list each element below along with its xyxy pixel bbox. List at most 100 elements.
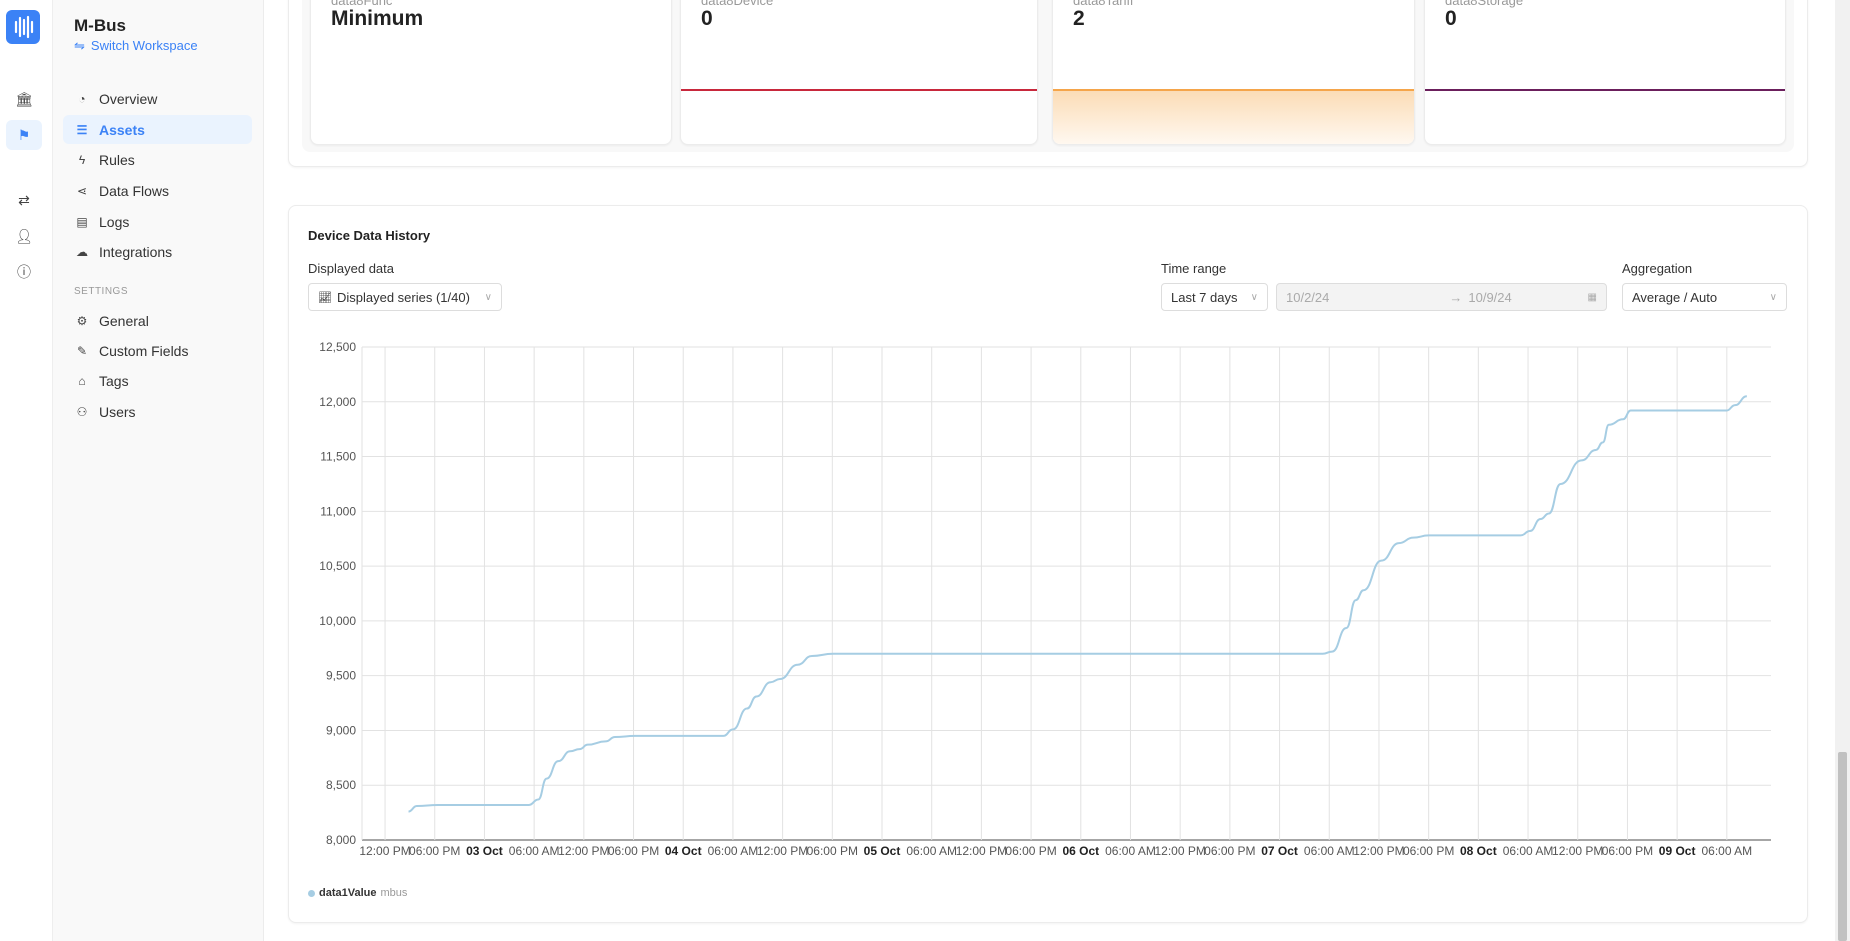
y-tick-label: 9,500 <box>326 669 356 683</box>
waveform-icon <box>14 15 34 39</box>
x-tick-label: 06:00 PM <box>1204 844 1255 858</box>
x-tick-label: 07 Oct <box>1261 844 1298 858</box>
arrow-right-icon: → <box>1449 289 1463 305</box>
x-tick-label: 06:00 PM <box>1403 844 1454 858</box>
x-tick-label: 12:00 PM <box>558 844 609 858</box>
user-icon[interactable]: 👤︎ <box>15 227 33 244</box>
x-tick-label: 06:00 PM <box>409 844 460 858</box>
edit-icon: ✎ <box>76 343 88 358</box>
assets-icon[interactable]: ⚑ <box>6 120 42 150</box>
x-tick-label: 05 Oct <box>864 844 901 858</box>
gear-icon: ⚙ <box>76 313 88 328</box>
sidebar-item-logs[interactable]: ▤ Logs <box>63 207 252 236</box>
chevron-down-icon: ∨ <box>1250 291 1258 303</box>
x-tick-label: 12:00 PM <box>1353 844 1404 858</box>
sidebar: M-Bus ⇋ Switch Workspace ◔ Overview ☰ Asset… <box>53 0 264 941</box>
date-range-picker[interactable]: 10/2/24 → 10/9/24 ▦ <box>1276 283 1607 311</box>
x-tick-label: 06:00 PM <box>608 844 659 858</box>
y-tick-label: 10,000 <box>319 614 356 628</box>
x-tick-label: 12:00 PM <box>1552 844 1603 858</box>
x-tick-label: 06:00 AM <box>1503 844 1554 858</box>
x-tick-label: 08 Oct <box>1460 844 1497 858</box>
y-tick-label: 12,500 <box>319 340 356 354</box>
x-tick-label: 03 Oct <box>466 844 503 858</box>
workspace-title: M-Bus <box>74 16 126 35</box>
scrollbar-thumb[interactable] <box>1838 752 1847 941</box>
y-tick-label: 8,500 <box>326 778 356 792</box>
displayed-data-label: Displayed data <box>308 261 394 276</box>
x-tick-label: 12:00 PM <box>757 844 808 858</box>
x-tick-label: 06:00 PM <box>1005 844 1056 858</box>
exchange-icon[interactable]: ⇄ <box>18 191 30 208</box>
date-to[interactable]: 10/9/24 <box>1468 289 1512 305</box>
time-range-label: Time range <box>1161 261 1227 276</box>
sidebar-item-overview[interactable]: ◔ Overview <box>63 84 252 113</box>
x-tick-label: 12:00 PM <box>956 844 1007 858</box>
x-tick-label: 06:00 AM <box>906 844 957 858</box>
x-tick-label: 06:00 AM <box>1105 844 1156 858</box>
date-from[interactable]: 10/2/24 <box>1286 289 1330 305</box>
cloud-icon: ☁ <box>76 244 88 259</box>
y-tick-label: 12,000 <box>319 395 356 409</box>
share-icon: ⋖ <box>76 183 88 198</box>
bolt-icon: ϟ <box>78 152 86 167</box>
x-tick-label: 12:00 PM <box>1154 844 1205 858</box>
sidebar-item-custom-fields[interactable]: ✎ Custom Fields <box>63 336 252 365</box>
x-tick-label: 06:00 AM <box>1304 844 1355 858</box>
chevron-down-icon: ∨ <box>484 291 492 303</box>
log-icon: ▤ <box>76 214 88 229</box>
y-tick-label: 8,000 <box>326 833 356 847</box>
switch-icon: ⇋ <box>74 38 85 53</box>
x-tick-label: 04 Oct <box>665 844 702 858</box>
tag-icon: ⌂ <box>78 373 86 388</box>
chart-legend[interactable]: data1Value mbus <box>308 887 407 899</box>
y-tick-label: 11,500 <box>320 450 356 464</box>
x-tick-label: 06:00 AM <box>1701 844 1752 858</box>
y-tick-label: 10,500 <box>319 559 356 573</box>
x-tick-label: 12:00 PM <box>359 844 410 858</box>
sidebar-item-general[interactable]: ⚙ General <box>63 306 252 335</box>
bank-icon[interactable]: 🏛 <box>15 90 33 107</box>
icon-rail: 🏛 ⚑ ⇄ 👤︎ ⓘ <box>0 0 53 941</box>
chart-line-icon: 📈︎ <box>318 291 332 304</box>
legend-marker <box>308 889 315 897</box>
switch-workspace-link[interactable]: ⇋ Switch Workspace <box>74 38 198 53</box>
sidebar-item-rules[interactable]: ϟ Rules <box>63 145 252 174</box>
scrollbar[interactable] <box>1835 0 1850 941</box>
gauge-icon: ◔ <box>78 91 86 106</box>
series-line-data1Value <box>408 395 1748 813</box>
sparkline <box>681 89 1037 91</box>
stat-card-data8tariff: data8Tariff 2 <box>1052 0 1415 145</box>
help-icon[interactable]: ⓘ <box>17 264 31 280</box>
sidebar-item-data-flows[interactable]: ⋖ Data Flows <box>63 176 252 205</box>
sidebar-item-assets[interactable]: ☰ Assets <box>63 115 252 144</box>
sparkline <box>1053 89 1414 91</box>
app-logo[interactable] <box>6 10 40 44</box>
x-tick-label: 06 Oct <box>1062 844 1099 858</box>
chevron-down-icon: ∨ <box>1769 291 1777 303</box>
y-tick-label: 9,000 <box>326 723 356 737</box>
list-icon: ☰ <box>76 122 88 137</box>
stat-card-data8device: data8Device 0 <box>680 0 1038 145</box>
calendar-icon: ▦ <box>1587 291 1597 303</box>
card-title: Device Data History <box>308 228 431 243</box>
device-data-history-card <box>288 205 1808 923</box>
displayed-series-select[interactable]: 📈︎ Displayed series (1/40) ∨ <box>308 283 502 311</box>
settings-heading: SETTINGS <box>74 286 129 297</box>
x-tick-label: 06:00 PM <box>807 844 858 858</box>
x-tick-label: 06:00 AM <box>509 844 560 858</box>
x-tick-label: 06:00 PM <box>1602 844 1653 858</box>
sidebar-item-tags[interactable]: ⌂ Tags <box>63 366 252 395</box>
stat-card-data8storage: data8Storage 0 <box>1424 0 1786 145</box>
users-icon: ⚇ <box>76 404 88 419</box>
time-range-select[interactable]: Last 7 days ∨ <box>1161 283 1268 311</box>
aggregation-select[interactable]: Average / Auto ∨ <box>1622 283 1787 311</box>
y-tick-label: 11,000 <box>320 504 356 518</box>
stat-card-data8func: data8Func Minimum <box>310 0 672 145</box>
aggregation-label: Aggregation <box>1622 261 1693 276</box>
sidebar-item-integrations[interactable]: ☁ Integrations <box>76 243 173 260</box>
sparkline-area <box>1053 91 1414 144</box>
sidebar-item-users[interactable]: ⚇ Users <box>63 397 252 426</box>
x-tick-label: 06:00 AM <box>708 844 759 858</box>
